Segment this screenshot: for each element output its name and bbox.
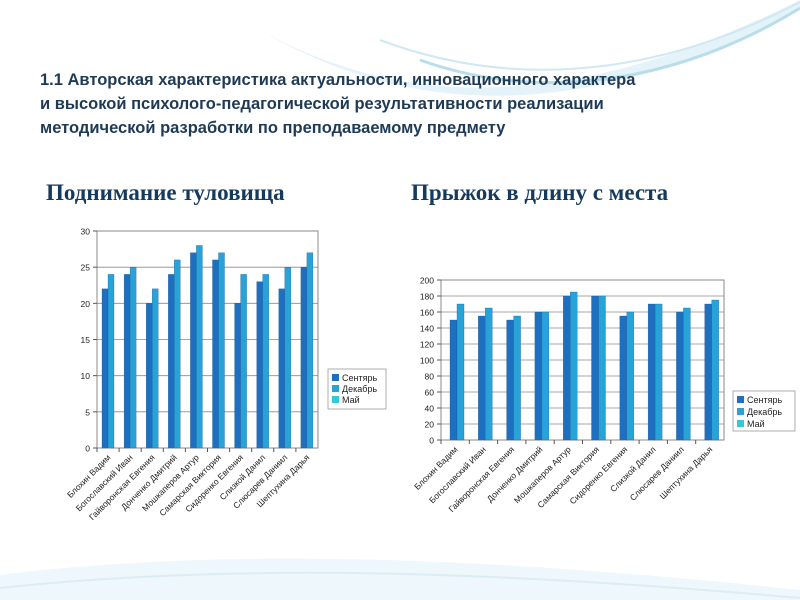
y-tick-label: 10 [81,371,91,381]
y-tick-label: 20 [81,299,91,309]
bar [262,274,269,449]
y-tick-label: 0 [85,444,90,454]
bar [152,288,159,449]
page-title: 1.1 Авторская характеристика актуальност… [40,68,780,140]
legend-label: Сентярь [342,373,377,383]
bar [626,311,634,441]
bar [534,311,543,441]
title-line: и высокой психолого-педагогической резул… [40,95,604,113]
y-tick-label: 60 [425,388,435,398]
legend-swatch [737,408,744,415]
bar [240,274,247,449]
y-tick-label: 120 [420,340,434,350]
bar [107,274,115,449]
y-tick-label: 180 [420,292,434,302]
legend-label: Май [747,419,765,429]
legend-label: Декабрь [342,384,377,394]
legend-label: Май [342,395,360,405]
legend-label: Декабрь [747,407,782,417]
bar [591,295,599,441]
chart2-subtitle: Прыжок в длину с места [411,180,669,205]
title-line: методической разработки по преподаваемом… [40,119,506,137]
y-tick-label: 200 [420,276,434,286]
y-tick-label: 20 [425,420,435,430]
bar [619,315,627,441]
y-tick-label: 160 [420,308,434,318]
bar [196,245,203,449]
x-tick-label: Шептухина Дарья [657,444,714,501]
bar [478,315,486,441]
y-tick-label: 140 [420,324,434,334]
bar [711,299,719,441]
y-tick-label: 15 [81,335,91,345]
bar [598,295,606,441]
y-tick-label: 5 [85,407,90,417]
chart1-subtitle: Поднимание туловища [46,180,285,205]
legend-swatch [332,374,339,381]
bar [647,303,656,441]
bar [541,311,550,441]
bar [218,252,225,449]
bar [129,267,137,449]
legend-swatch [332,396,339,403]
y-tick-label: 0 [429,436,434,446]
bar [683,307,691,441]
bar [449,319,458,441]
legend-label: Сентярь [747,395,782,405]
bar [306,252,314,449]
bar [485,307,493,441]
bar [506,319,514,441]
y-tick-label: 100 [420,356,434,366]
bar [513,315,521,441]
bar [676,311,684,441]
title-line: 1.1 Авторская характеристика актуальност… [40,71,636,89]
bar [456,303,465,441]
bar [654,303,663,441]
y-tick-label: 40 [425,404,435,414]
bar [174,259,181,449]
bar [570,291,578,441]
y-tick-label: 80 [425,372,435,382]
bar [563,295,571,441]
bar [284,267,291,449]
y-tick-label: 25 [81,263,91,273]
y-tick-label: 30 [81,227,91,237]
legend-swatch [332,385,339,392]
legend-swatch [737,396,744,403]
bar [704,303,712,441]
legend-swatch [737,420,744,427]
